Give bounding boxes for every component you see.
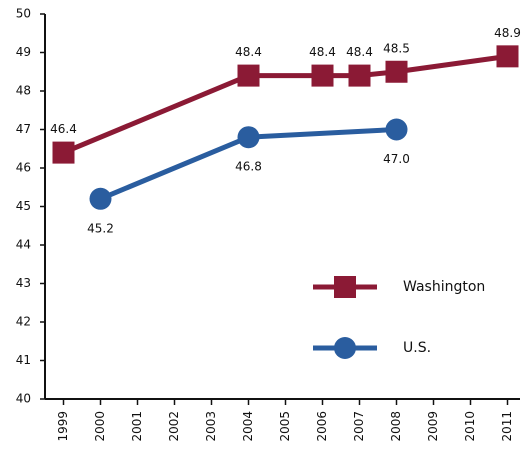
legend-label: U.S. (403, 340, 431, 356)
x-tick-label: 2007 (352, 411, 366, 442)
data-label: 47.0 (383, 152, 410, 166)
data-point (311, 64, 334, 87)
x-tick-label: 2001 (130, 411, 144, 442)
data-point (385, 118, 408, 141)
legend-label: Washington (403, 279, 485, 295)
data-point (237, 64, 260, 87)
data-label: 48.9 (494, 26, 521, 40)
data-label: 48.4 (235, 45, 262, 59)
x-tick-label: 2011 (500, 411, 514, 442)
data-point (348, 64, 371, 87)
x-tick-label: 1999 (56, 411, 70, 442)
y-tick-label: 43 (16, 276, 31, 290)
data-label: 48.4 (309, 45, 336, 59)
x-tick-label: 2010 (463, 411, 477, 442)
x-tick-label: 2000 (93, 411, 107, 442)
data-point (237, 126, 260, 149)
legend-marker (334, 337, 356, 359)
x-tick-label: 2004 (241, 411, 255, 442)
y-tick-label: 42 (16, 315, 31, 329)
data-label: 45.2 (87, 221, 114, 235)
x-tick-label: 2005 (278, 411, 292, 442)
legend-marker (334, 276, 356, 298)
series-line (62, 53, 508, 155)
y-tick-label: 41 (16, 353, 31, 367)
y-tick-label: 50 (16, 7, 31, 21)
y-tick-label: 44 (16, 238, 31, 252)
y-tick-label: 40 (16, 392, 31, 406)
x-tick-label: 2006 (315, 411, 329, 442)
y-tick-label: 45 (16, 199, 31, 213)
data-point (496, 45, 519, 68)
data-point (385, 60, 408, 83)
x-tick-label: 2003 (204, 411, 218, 442)
data-label: 46.4 (50, 122, 77, 136)
y-tick-label: 49 (16, 45, 31, 59)
data-label: 46.8 (235, 160, 262, 174)
y-tick-label: 47 (16, 122, 31, 136)
x-tick-label: 2009 (426, 411, 440, 442)
data-point (89, 187, 112, 210)
y-tick-label: 48 (16, 84, 31, 98)
x-tick-label: 2008 (389, 411, 403, 442)
data-point (52, 141, 75, 164)
y-tick-label: 46 (16, 161, 31, 175)
x-tick-label: 2002 (167, 411, 181, 442)
data-label: 48.4 (346, 45, 373, 59)
data-label: 48.5 (383, 41, 410, 55)
